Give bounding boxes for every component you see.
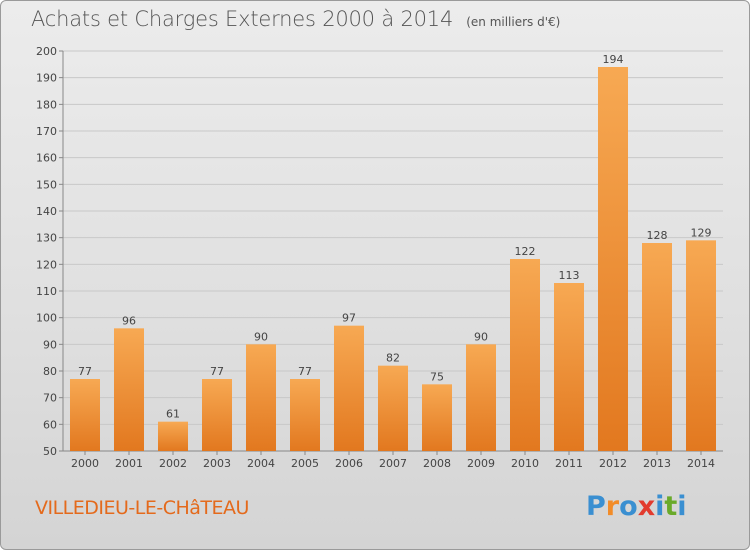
bar xyxy=(686,240,716,451)
bar-value-label: 113 xyxy=(559,269,580,282)
bar xyxy=(202,379,232,451)
bar xyxy=(378,365,408,451)
x-tick-label: 2001 xyxy=(115,457,143,470)
x-tick-label: 2012 xyxy=(599,457,627,470)
logo-letter: r xyxy=(605,491,620,522)
bar-value-label: 90 xyxy=(254,330,268,343)
bar xyxy=(70,379,100,451)
chart-title: Achats et Charges Externes 2000 à 2014 (… xyxy=(31,7,560,31)
bar-value-label: 128 xyxy=(647,229,668,242)
bar-value-label: 77 xyxy=(298,365,312,378)
x-tick-label: 2004 xyxy=(247,457,275,470)
bar xyxy=(246,344,276,451)
y-tick-label: 160 xyxy=(36,152,57,165)
x-tick-label: 2002 xyxy=(159,457,187,470)
bar xyxy=(642,243,672,451)
proxiti-logo: Proxiti xyxy=(586,491,687,522)
bar-value-label: 194 xyxy=(603,53,624,66)
x-tick-label: 2005 xyxy=(291,457,319,470)
logo-letter: x xyxy=(637,491,656,522)
bar-value-label: 96 xyxy=(122,314,136,327)
y-tick-label: 190 xyxy=(36,72,57,85)
bar-value-label: 77 xyxy=(78,365,92,378)
bar-value-label: 129 xyxy=(691,226,712,239)
bar xyxy=(510,259,540,451)
x-tick-label: 2007 xyxy=(379,457,407,470)
bar xyxy=(290,379,320,451)
y-tick-label: 70 xyxy=(43,392,57,405)
bar-value-label: 82 xyxy=(386,352,400,365)
x-tick-label: 2000 xyxy=(71,457,99,470)
bar xyxy=(554,283,584,451)
x-tick-label: 2008 xyxy=(423,457,451,470)
bar-value-label: 75 xyxy=(430,370,444,383)
bar xyxy=(114,328,144,451)
logo-letter: t xyxy=(664,491,678,522)
y-tick-label: 150 xyxy=(36,178,57,191)
bar-value-label: 77 xyxy=(210,365,224,378)
commune-name: VILLEDIEU-LE-CHâTEAU xyxy=(35,497,249,519)
x-tick-label: 2014 xyxy=(687,457,715,470)
y-tick-label: 60 xyxy=(43,418,57,431)
y-tick-label: 140 xyxy=(36,205,57,218)
x-tick-label: 2013 xyxy=(643,457,671,470)
y-tick-label: 90 xyxy=(43,338,57,351)
y-tick-label: 120 xyxy=(36,258,57,271)
y-tick-label: 80 xyxy=(43,365,57,378)
unit-text: (en milliers d'€) xyxy=(466,15,561,29)
x-tick-label: 2009 xyxy=(467,457,495,470)
bar xyxy=(598,67,628,451)
bar-value-label: 97 xyxy=(342,312,356,325)
y-tick-label: 170 xyxy=(36,125,57,138)
bar xyxy=(466,344,496,451)
title-text: Achats et Charges Externes 2000 à 2014 xyxy=(31,7,454,31)
logo-letter: o xyxy=(619,491,638,522)
y-tick-label: 130 xyxy=(36,232,57,245)
y-tick-label: 110 xyxy=(36,285,57,298)
x-tick-label: 2010 xyxy=(511,457,539,470)
y-tick-label: 180 xyxy=(36,98,57,111)
logo-letter: i xyxy=(677,491,687,522)
bar xyxy=(334,325,364,451)
y-tick-label: 50 xyxy=(43,445,57,458)
bar-value-label: 61 xyxy=(166,408,180,421)
y-tick-label: 100 xyxy=(36,312,57,325)
bar xyxy=(158,421,188,451)
x-tick-label: 2003 xyxy=(203,457,231,470)
x-tick-label: 2006 xyxy=(335,457,363,470)
logo-letter: i xyxy=(655,491,665,522)
y-tick-label: 200 xyxy=(36,45,57,58)
bar-value-label: 90 xyxy=(474,330,488,343)
x-tick-label: 2011 xyxy=(555,457,583,470)
logo-letter: P xyxy=(586,491,606,522)
bar-value-label: 122 xyxy=(515,245,536,258)
bar xyxy=(422,384,452,451)
